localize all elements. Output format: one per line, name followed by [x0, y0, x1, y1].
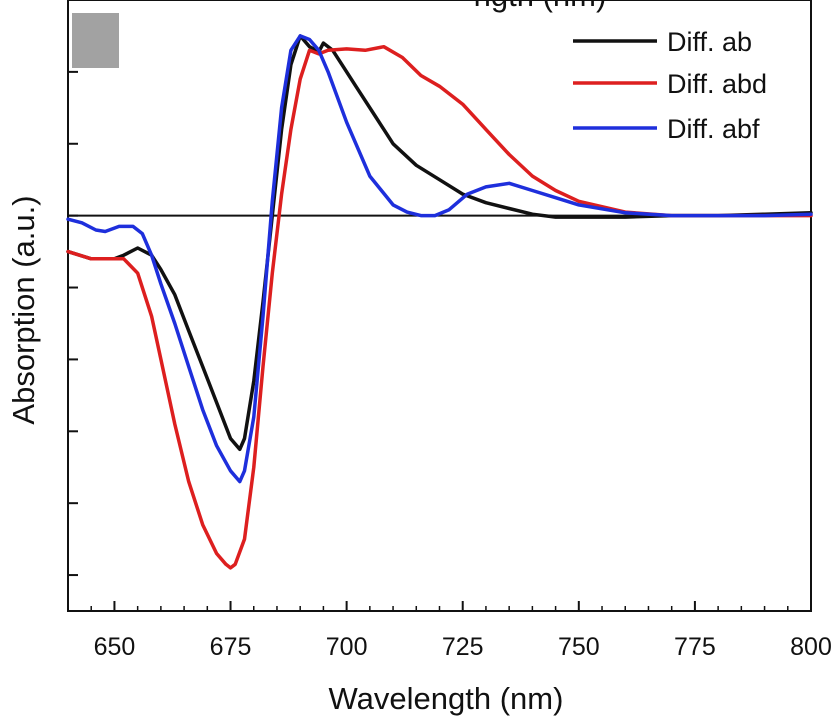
- x-tick-label: 675: [210, 633, 252, 661]
- axis-ticks: [67, 70, 812, 611]
- legend: Diff. ab Diff. abd Diff. abf: [573, 27, 767, 144]
- x-tick-label: 650: [94, 633, 136, 661]
- x-tick-labels: 650 675 700 725 750 775 800: [94, 633, 832, 661]
- x-tick-label: 775: [674, 633, 716, 661]
- panel-label-placeholder: [72, 13, 119, 68]
- legend-label-diff-abd: Diff. abd: [667, 69, 767, 99]
- x-tick-label: 800: [790, 633, 832, 661]
- legend-label-diff-abf: Diff. abf: [667, 114, 760, 144]
- data-series: [66, 34, 813, 570]
- top-axis-label-partial: ngth (nm): [474, 0, 607, 13]
- legend-label-diff-ab: Diff. ab: [667, 27, 752, 57]
- x-tick-label: 750: [558, 633, 600, 661]
- x-tick-label: 700: [326, 633, 368, 661]
- series-line-diff-ab: [66, 34, 813, 452]
- series-line-diff-abf: [66, 34, 813, 484]
- x-tick-label: 725: [442, 633, 484, 661]
- y-axis-title: Absorption (a.u.): [6, 195, 41, 424]
- series-line-diff-abd: [66, 44, 813, 570]
- x-axis-title: Wavelength (nm): [329, 681, 564, 716]
